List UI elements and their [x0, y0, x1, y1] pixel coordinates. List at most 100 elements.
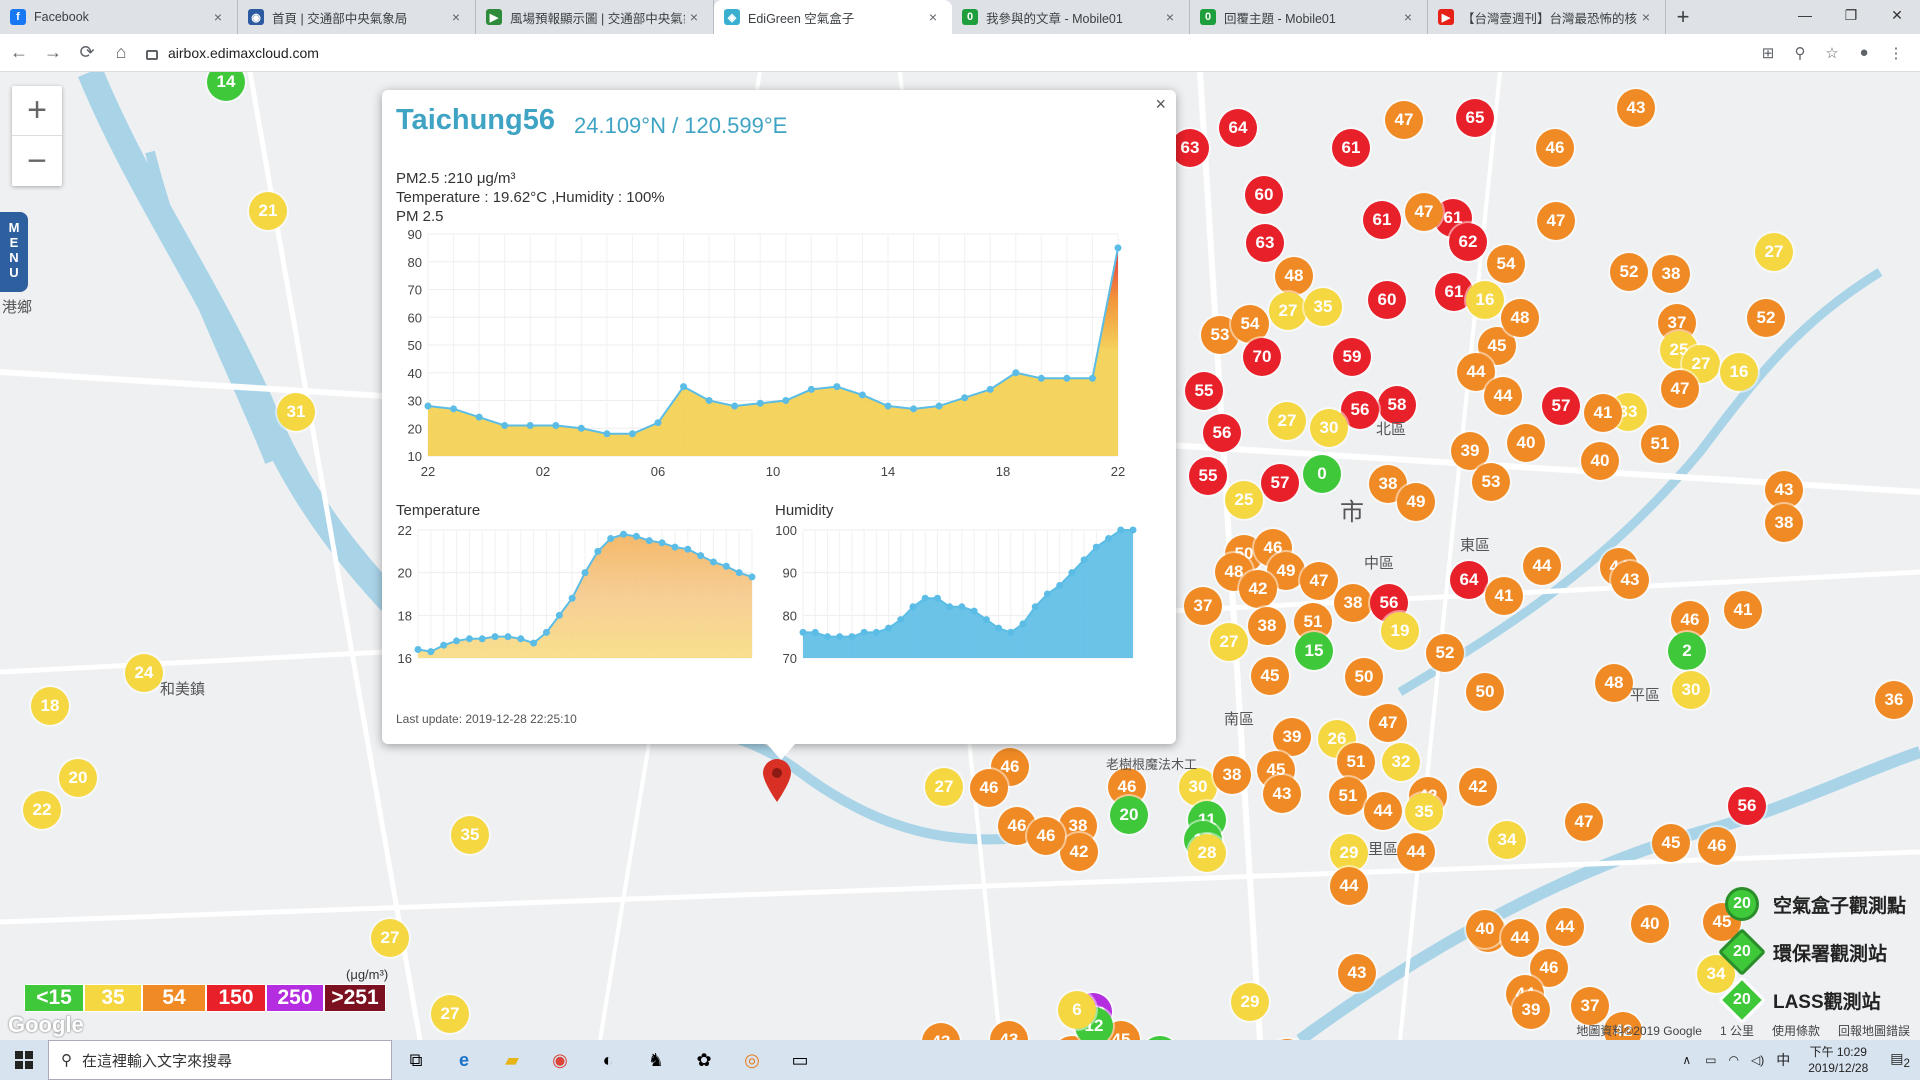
tab-close-icon[interactable]: ×: [689, 9, 699, 25]
station-marker[interactable]: 46: [1698, 827, 1736, 865]
ime-indicator[interactable]: 中: [1776, 1052, 1791, 1068]
station-marker[interactable]: 38: [1248, 607, 1286, 645]
tab-close-icon[interactable]: ×: [1165, 9, 1175, 25]
translate-icon[interactable]: ⊞: [1761, 44, 1775, 62]
station-marker[interactable]: 42: [1459, 768, 1497, 806]
station-marker[interactable]: 44: [1330, 867, 1368, 905]
volume-icon[interactable]: ◁): [1750, 1053, 1765, 1067]
notification-icon[interactable]: ▤2: [1890, 1050, 1910, 1070]
station-marker[interactable]: 25: [1225, 481, 1263, 519]
station-marker[interactable]: 27: [431, 995, 469, 1033]
station-marker[interactable]: 46: [1536, 129, 1574, 167]
station-marker[interactable]: 43: [922, 1023, 960, 1040]
station-marker[interactable]: 59: [1333, 338, 1371, 376]
station-marker[interactable]: 60: [1245, 176, 1283, 214]
station-marker[interactable]: 35: [451, 816, 489, 854]
terms-link[interactable]: 使用條款: [1771, 1024, 1820, 1038]
station-marker[interactable]: 39: [1273, 718, 1311, 756]
station-marker[interactable]: 2: [1668, 632, 1706, 670]
station-marker[interactable]: 48: [1595, 664, 1633, 702]
station-marker[interactable]: 14: [207, 72, 245, 101]
report-link[interactable]: 回報地圖錯誤: [1837, 1024, 1910, 1038]
station-marker[interactable]: 29: [1231, 983, 1269, 1021]
map-canvas[interactable]: 14 21 31 24 18 20 22 35 27 27 64 63 61 47 65 46 43 47 60 63…: [0, 72, 1920, 1040]
station-marker[interactable]: 6: [1058, 991, 1096, 1029]
station-marker[interactable]: 28: [1188, 834, 1226, 872]
task-view-icon[interactable]: ⧉: [409, 1049, 423, 1070]
menu-tab[interactable]: MENU: [0, 212, 28, 292]
station-marker[interactable]: 51: [1329, 777, 1367, 815]
tab-close-icon[interactable]: ×: [1641, 9, 1651, 25]
station-marker[interactable]: 54: [1231, 305, 1269, 343]
station-marker[interactable]: 58: [1378, 386, 1416, 424]
home-icon[interactable]: ⌂: [115, 42, 127, 62]
menu-dots-icon[interactable]: ⋮: [1888, 44, 1904, 62]
reload-icon[interactable]: ⟳: [79, 42, 95, 62]
app-icon[interactable]: ✿: [696, 1049, 712, 1070]
chrome-icon[interactable]: ◉: [552, 1049, 568, 1070]
station-marker[interactable]: 20: [59, 759, 97, 797]
station-marker[interactable]: 4: [1141, 1036, 1179, 1040]
station-marker[interactable]: 52: [1747, 299, 1785, 337]
back-icon[interactable]: ←: [10, 42, 28, 62]
station-marker[interactable]: 41: [1584, 394, 1622, 432]
station-marker[interactable]: 15: [1295, 632, 1333, 670]
station-marker[interactable]: 52: [1426, 634, 1464, 672]
start-button[interactable]: [0, 1040, 48, 1080]
app-icon[interactable]: ♞: [647, 1049, 665, 1070]
station-marker[interactable]: 40: [1466, 910, 1504, 948]
station-marker[interactable]: 56: [1728, 787, 1766, 825]
station-marker[interactable]: 41: [1724, 591, 1762, 629]
station-marker[interactable]: 27: [371, 919, 409, 957]
station-marker[interactable]: 55: [1185, 372, 1223, 410]
close-popup-button[interactable]: ×: [1155, 94, 1166, 114]
app-icon[interactable]: ◐: [602, 1049, 614, 1070]
station-marker[interactable]: 48: [1275, 257, 1313, 295]
station-marker[interactable]: 53: [1472, 463, 1510, 501]
bookmark-star-icon[interactable]: ☆: [1825, 44, 1839, 62]
station-marker[interactable]: 47: [1385, 101, 1423, 139]
station-marker[interactable]: 27: [1210, 623, 1248, 661]
station-marker[interactable]: 64: [1219, 109, 1257, 147]
station-marker[interactable]: 42: [1604, 1012, 1642, 1040]
station-marker[interactable]: 27: [925, 768, 963, 806]
station-marker[interactable]: 38: [1213, 756, 1251, 794]
station-marker[interactable]: 47: [1405, 193, 1443, 231]
location-pin-icon[interactable]: [761, 758, 793, 802]
station-marker[interactable]: 35: [1304, 288, 1342, 326]
station-marker[interactable]: 18: [31, 687, 69, 725]
browser-tab[interactable]: ▶ 【台灣壹週刊】台灣最恐怖的核 ×: [1428, 0, 1666, 34]
station-marker[interactable]: 20: [1110, 796, 1148, 834]
station-marker[interactable]: 56: [1203, 414, 1241, 452]
station-marker[interactable]: 50: [1466, 673, 1504, 711]
station-marker[interactable]: 57: [1261, 464, 1299, 502]
station-marker[interactable]: 30: [1672, 671, 1710, 709]
close-window-button[interactable]: ✕: [1891, 6, 1903, 23]
station-marker[interactable]: 54: [1487, 245, 1525, 283]
station-marker[interactable]: 64: [1450, 561, 1488, 599]
station-marker[interactable]: 50: [1345, 658, 1383, 696]
station-marker[interactable]: 19: [1381, 612, 1419, 650]
station-marker[interactable]: 44: [1397, 833, 1435, 871]
station-marker[interactable]: 47: [1661, 370, 1699, 408]
station-marker[interactable]: 46: [1027, 817, 1065, 855]
station-marker[interactable]: 45: [1652, 824, 1690, 862]
station-marker[interactable]: 44: [1484, 377, 1522, 415]
station-marker[interactable]: 62: [1449, 223, 1487, 261]
station-marker[interactable]: 47: [1369, 704, 1407, 742]
station-marker[interactable]: 31: [277, 393, 315, 431]
station-marker[interactable]: 34: [1488, 821, 1526, 859]
station-marker[interactable]: 41: [1485, 577, 1523, 615]
app-icon[interactable]: ◎: [744, 1049, 760, 1070]
station-marker[interactable]: 42: [1060, 833, 1098, 871]
station-marker[interactable]: 51: [1641, 425, 1679, 463]
tab-close-icon[interactable]: ×: [1403, 9, 1413, 25]
tab-close-icon[interactable]: ×: [451, 9, 461, 25]
station-marker[interactable]: 37: [1184, 587, 1222, 625]
station-marker[interactable]: 45: [1251, 657, 1289, 695]
station-marker[interactable]: 57: [1542, 387, 1580, 425]
station-marker[interactable]: 47: [1300, 562, 1338, 600]
station-marker[interactable]: 43: [1765, 471, 1803, 509]
station-marker[interactable]: 43: [1263, 775, 1301, 813]
station-marker[interactable]: 40: [1507, 424, 1545, 462]
